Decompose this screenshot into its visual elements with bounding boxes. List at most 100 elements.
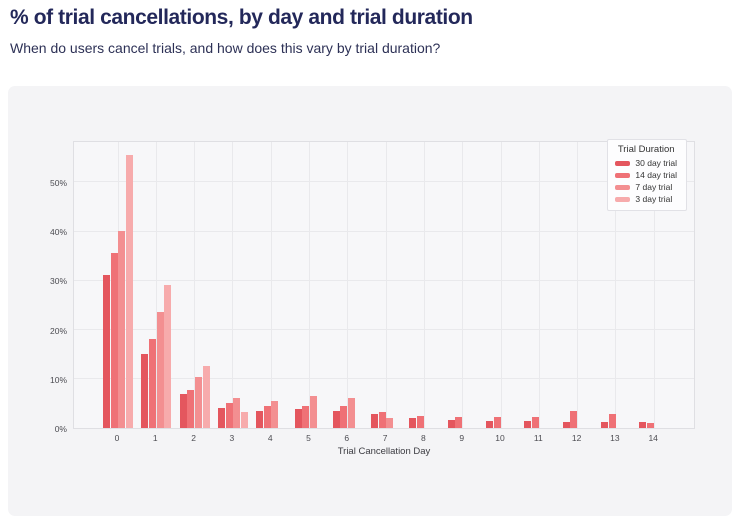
bar-14-day-trial-day-11 [531,416,539,428]
legend-swatch-icon [615,160,631,166]
bar-slot [547,140,555,428]
bar-14-day-trial-day-12 [570,410,578,428]
bar-group-day-4 [256,140,287,428]
bar-30-day-trial-day-9 [447,420,455,428]
bar-slot [187,140,195,428]
bar-slot [309,140,317,428]
x-tick-label: 11 [533,433,543,443]
gridline-v [577,142,579,428]
page-title: % of trial cancellations, by day and tri… [10,6,473,29]
bar-7-day-trial-day-1 [156,312,164,428]
bar-slot [447,140,455,428]
x-tick-label: 14 [648,433,658,443]
bar-group-day-13 [600,140,632,428]
bar-7-day-trial-day-6 [348,398,356,428]
bar-30-day-trial-day-0 [103,275,110,428]
bar-3-day-trial-day-2 [202,366,210,428]
bar-3-day-trial-day-3 [240,412,248,428]
bar-slot [639,140,647,428]
bar-slot [501,140,509,428]
bar-slot [118,140,126,428]
bar-14-day-trial-day-0 [110,253,118,428]
bar-slot [608,140,616,428]
bar-slot [531,140,540,428]
plot-area: Trial Duration 30 day trial 14 day trial 7… [73,139,695,429]
bar-30-day-trial-day-6 [332,411,340,428]
bar-slot [332,140,341,428]
bar-group-day-6 [332,140,364,428]
chart-card: Trial Duration 30 day trial 14 day trial 7… [8,86,732,516]
bar-slot [378,140,386,428]
bar-group-day-5 [294,140,325,428]
x-tick-label: 0 [114,433,120,443]
bar-14-day-trial-day-2 [187,390,195,428]
bar-slot [432,140,440,428]
bar-slot [455,140,463,428]
y-tick-label: 40% [49,227,67,238]
gridline-v [347,142,349,428]
bar-14-day-trial-day-6 [340,406,348,428]
bar-slot [263,140,272,428]
legend-item-30-day-trial[interactable]: 30 day trial [615,158,677,168]
page-subtitle: When do users cancel trials, and how doe… [10,40,441,56]
gridline-v [462,142,464,428]
x-tick-label: 3 [229,433,235,443]
bar-7-day-trial-day-4 [271,400,279,428]
bar-30-day-trial-day-10 [486,420,493,428]
bar-14-day-trial-day-8 [417,415,425,428]
bar-slot [585,140,593,428]
bar-slot [570,140,578,428]
gridline-v [385,142,387,428]
bar-slot [470,140,478,428]
bar-14-day-trial-day-7 [378,412,386,428]
legend-item-label: 7 day trial [635,182,673,192]
legend-item-3-day-trial[interactable]: 3 day trial [615,194,677,204]
bar-30-day-trial-day-3 [217,408,225,428]
bar-30-day-trial-day-11 [524,420,532,428]
gridline-v [232,142,234,428]
bar-slot [463,140,471,428]
bar-slot [110,140,118,428]
legend: Trial Duration 30 day trial 14 day trial 7… [607,139,687,211]
bar-30-day-trial-day-4 [256,411,264,428]
bar-14-day-trial-day-5 [302,405,310,428]
x-tick-label: 9 [459,433,465,443]
legend-swatch-icon [615,172,631,178]
bar-30-day-trial-day-5 [294,409,302,428]
bar-30-day-trial-day-1 [141,354,149,428]
bar-30-day-trial-day-2 [179,393,187,428]
gridline-v [653,142,655,428]
gridline-h [74,329,694,331]
bar-slot [279,140,287,428]
x-tick-label: 6 [344,433,350,443]
bar-slot [539,140,547,428]
bar-30-day-trial-day-8 [409,418,417,428]
legend-item-7-day-trial[interactable]: 7 day trial [615,182,677,192]
bar-slot [509,140,517,428]
bar-7-day-trial-day-7 [386,418,394,428]
bar-3-day-trial-day-1 [164,285,172,428]
x-tick-label: 12 [571,433,582,443]
gridline-v [270,142,272,428]
bar-group-day-9 [447,140,478,428]
gridline-v [615,142,617,428]
gridline-h [74,181,694,183]
bar-slot [340,140,348,428]
bar-slot [355,140,363,428]
bar-14-day-trial-day-1 [148,339,156,428]
bar-slot [409,140,417,428]
gridline-v [155,142,157,428]
bar-7-day-trial-day-0 [118,231,126,428]
gridline-h [74,378,694,380]
x-tick-label: 7 [382,433,388,443]
x-tick-label: 1 [152,433,158,443]
y-tick-label: 10% [49,374,67,385]
legend-item-14-day-trial[interactable]: 14 day trial [615,170,677,180]
legend-items: 30 day trial 14 day trial 7 day trial 3 day… [615,158,677,204]
bar-slot [417,140,425,428]
gridline-v [423,142,425,428]
x-tick-label: 2 [191,433,196,443]
bar-slot [125,140,134,428]
bar-group-day-0 [103,140,134,428]
bar-slot [217,140,226,428]
